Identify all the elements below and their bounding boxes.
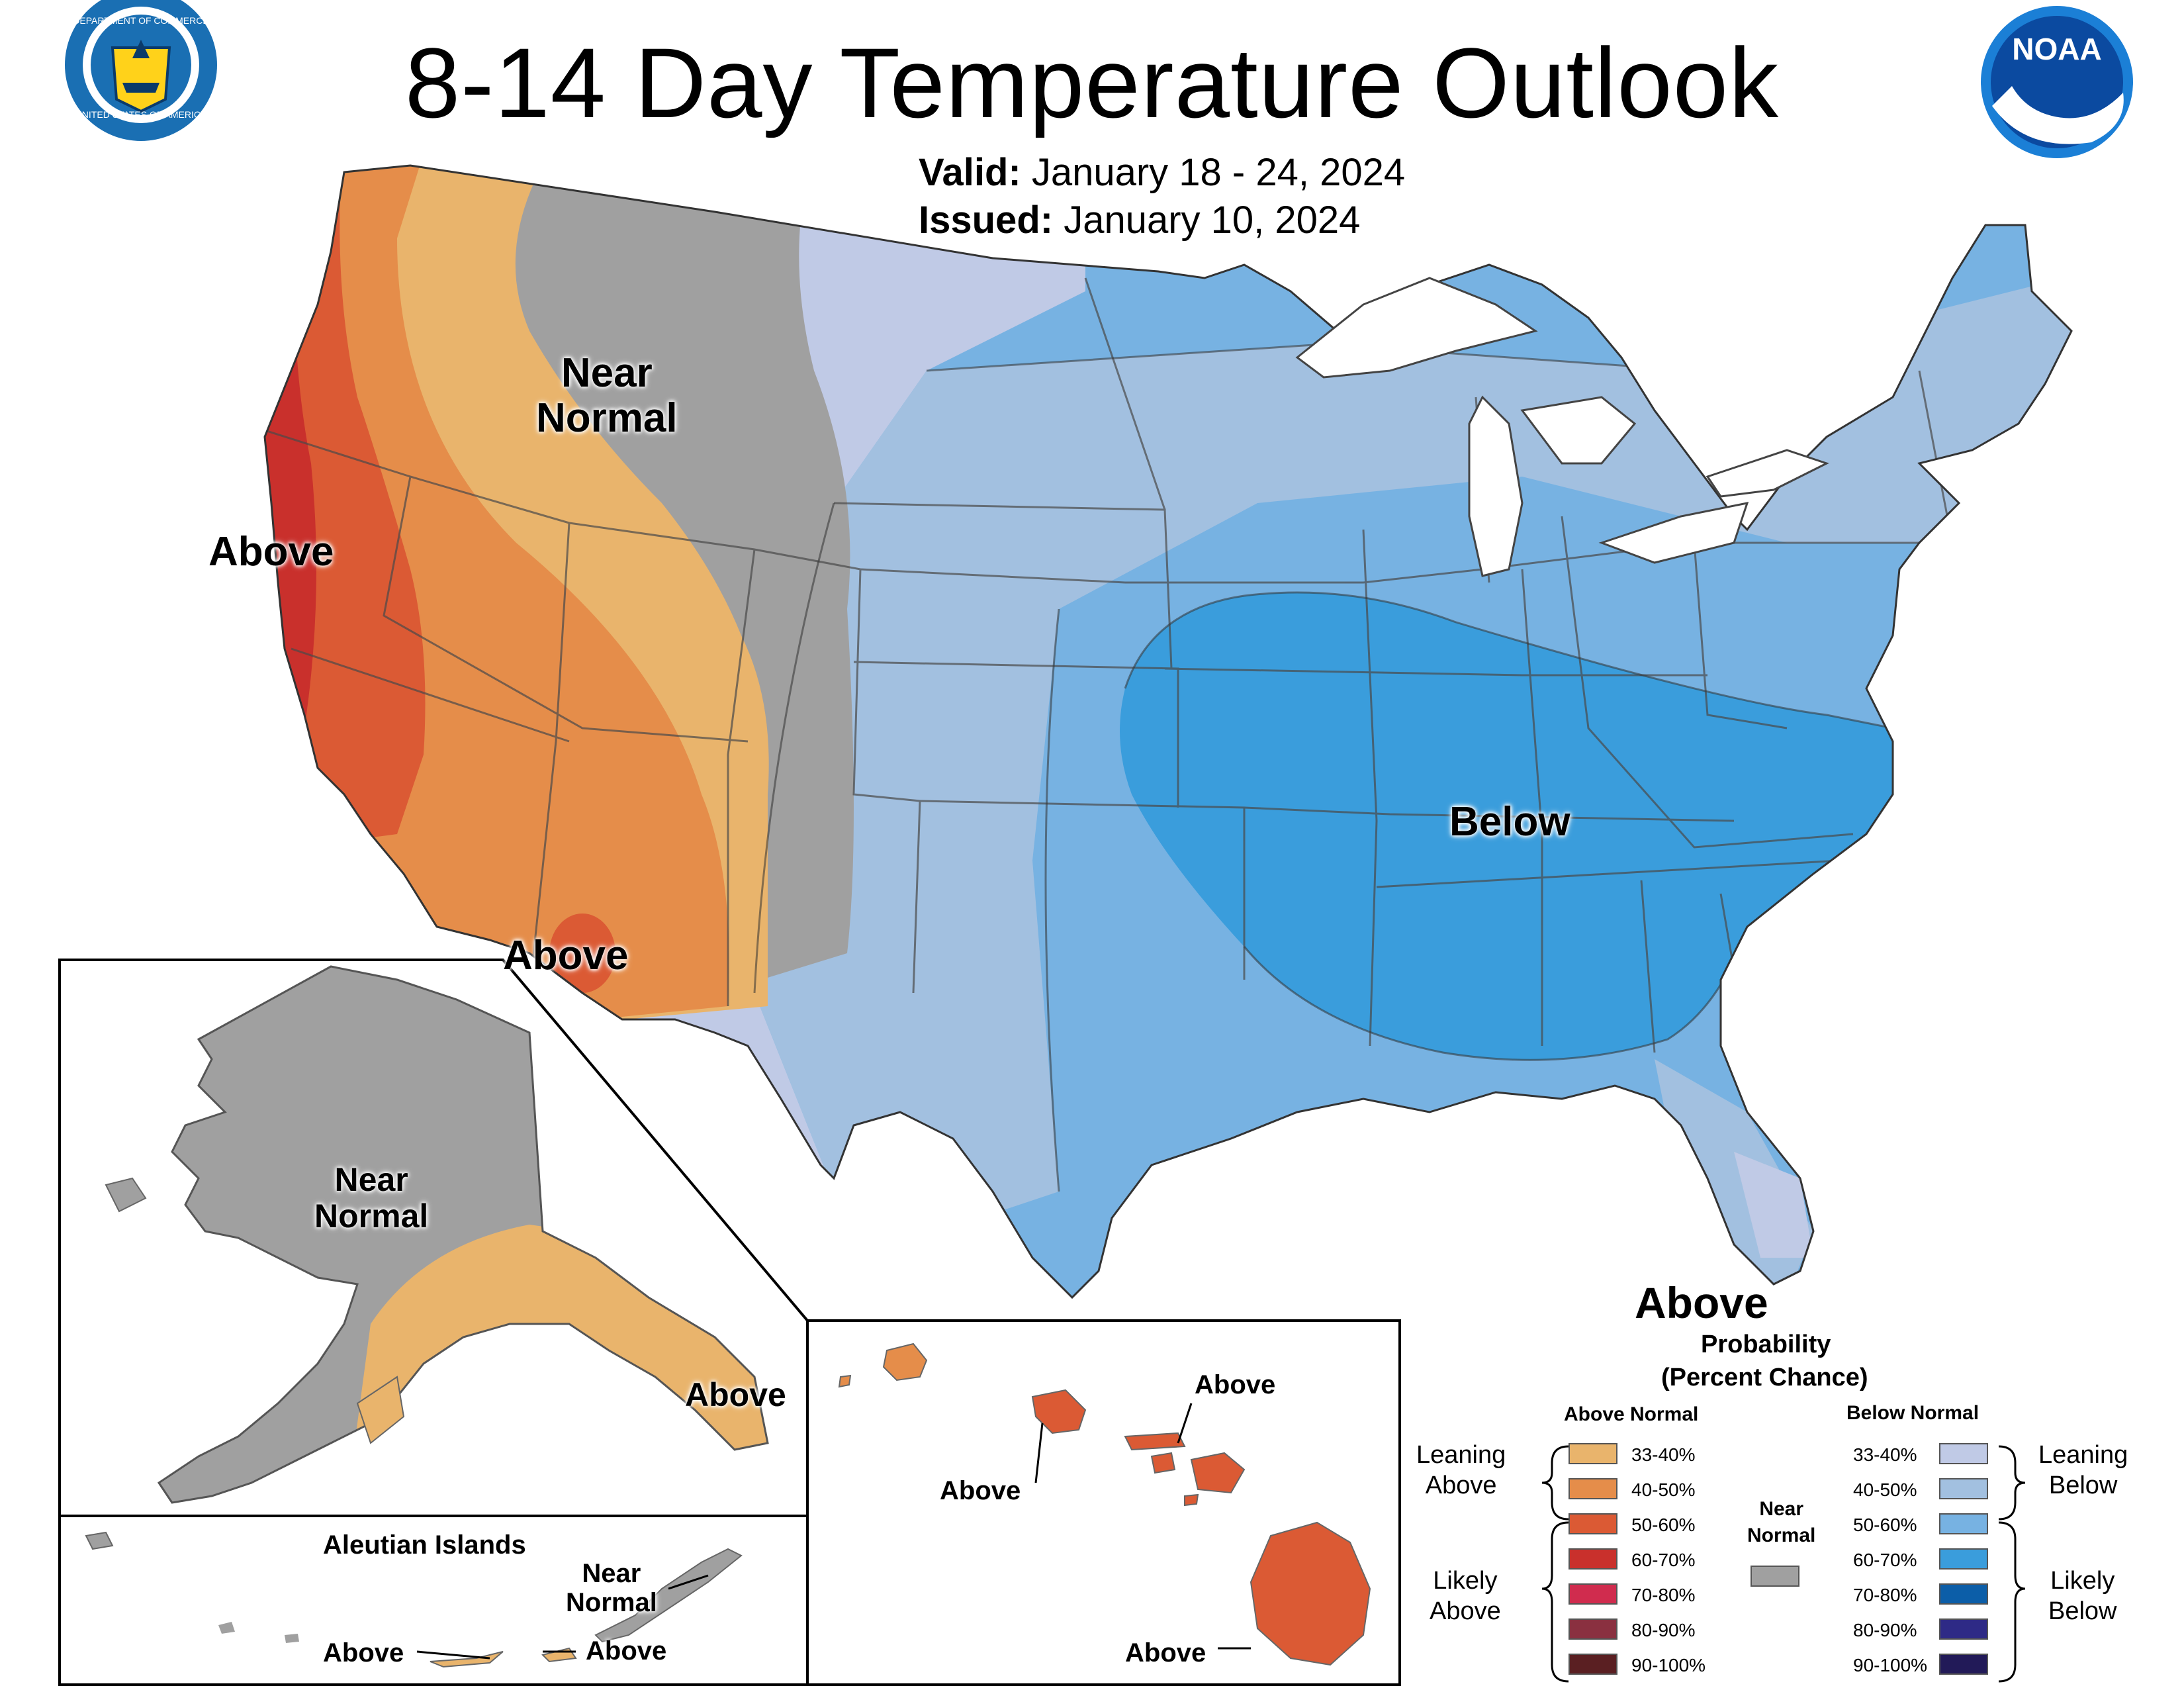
legend-leaning-below: Leaning Below: [2038, 1441, 2128, 1499]
hawaii-above-label-2: Above: [940, 1476, 1021, 1505]
legend-below-swatch: [1939, 1618, 1988, 1640]
aleutian-above-label-2: Above: [586, 1636, 667, 1665]
legend-below-label: 50-60%: [1853, 1515, 1917, 1535]
legend-below-label: 90-100%: [1853, 1655, 1928, 1675]
legend-above-label: 40-50%: [1631, 1479, 1696, 1500]
legend-below-swatch: [1939, 1548, 1988, 1570]
valid-label: Valid:: [919, 151, 1021, 194]
legend-below-swatch: [1939, 1513, 1988, 1534]
legend-above-swatch: [1569, 1654, 1617, 1675]
legend-near-normal-title: Near Normal: [1747, 1498, 1816, 1546]
aleutian-islands-title: Aleutian Islands: [323, 1530, 526, 1560]
alaska-outline: [157, 965, 769, 1504]
st-lawrence-island: [105, 1177, 147, 1213]
noaa-logo-icon: NOAA: [1981, 6, 2133, 158]
legend-below-label: 40-50%: [1853, 1479, 1917, 1500]
issued-date: January 10, 2024: [1064, 199, 1361, 242]
alaska-near-normal-label: Near Normal: [314, 1161, 429, 1235]
valid-issued-block: Valid: January 18 - 24, 2024 Issued: Jan…: [919, 149, 1405, 244]
legend-below-label: 70-80%: [1853, 1585, 1917, 1605]
seal-text-bottom: UNITED STATES OF AMERICA: [75, 109, 207, 120]
legend-below-label: 33-40%: [1853, 1444, 1917, 1465]
kodiak-island: [356, 1376, 405, 1444]
legend-above-swatch: [1569, 1548, 1617, 1570]
hawaii-above-label-1: Above: [1195, 1370, 1276, 1399]
legend-above-label: 70-80%: [1631, 1585, 1696, 1605]
legend-subtitle-2: (Percent Chance): [1661, 1364, 1868, 1391]
legend-below-swatch: [1939, 1583, 1988, 1605]
legend-above-title: Above Normal: [1564, 1403, 1699, 1425]
aleutian-near-normal-label: Near Normal: [566, 1559, 657, 1617]
legend-above-swatch: [1569, 1513, 1617, 1534]
legend-above-swatch: [1569, 1583, 1617, 1605]
legend-below-label: 80-90%: [1853, 1620, 1917, 1640]
aleutian-inset-frame: [58, 1515, 809, 1686]
legend-near-normal-swatch: [1751, 1566, 1799, 1587]
aleutian-above-label-1: Above: [323, 1638, 404, 1667]
legend-below-swatch: [1939, 1478, 1988, 1499]
legend-above-swatch: [1569, 1478, 1617, 1499]
legend-likely-above: Likely Above: [1430, 1567, 1501, 1625]
alaska-above-label: Above: [685, 1376, 786, 1413]
conus-outline: [263, 164, 2073, 1299]
legend-above-swatch: [1569, 1443, 1617, 1464]
legend-above-label: 33-40%: [1631, 1444, 1696, 1465]
conus-below-label: Below: [1449, 799, 1570, 845]
great-lakes: [1295, 277, 1829, 577]
legend-likely-below: Likely Below: [2048, 1567, 2117, 1625]
hawaii-islands: [838, 1342, 1371, 1666]
legend-below-swatch: [1939, 1443, 1988, 1464]
legend-below-label: 60-70%: [1853, 1550, 1917, 1570]
legend-below-title: Below Normal: [1846, 1402, 1979, 1424]
legend-leaning-above: Leaning Above: [1416, 1441, 1506, 1499]
noaa-text: NOAA: [2012, 32, 2101, 66]
legend-above-label: 90-100%: [1631, 1655, 1706, 1675]
legend-subtitle-1: Probability: [1701, 1331, 1831, 1358]
legend-below-swatch: [1939, 1654, 1988, 1675]
seal-text-top: DEPARTMENT OF COMMERCE: [73, 15, 208, 26]
hawaii-above-label-3: Above: [1125, 1638, 1206, 1667]
legend-above-swatch: [1569, 1618, 1617, 1640]
legend-above-label: 60-70%: [1631, 1550, 1696, 1570]
legend-category: Above: [1635, 1278, 1768, 1327]
valid-dates: January 18 - 24, 2024: [1031, 151, 1406, 194]
conus-above-southwest-label: Above: [503, 933, 629, 978]
commerce-seal-icon: DEPARTMENT OF COMMERCE UNITED STATES OF …: [65, 0, 217, 141]
legend-braces: [1541, 1445, 2026, 1683]
page-title: 8-14 Day Temperature Outlook: [404, 27, 1780, 138]
hawaii-leader-lines: [1034, 1403, 1251, 1650]
legend-above-label: 50-60%: [1631, 1515, 1696, 1535]
issued-label: Issued:: [919, 199, 1054, 242]
conus-near-normal-label: Near Normal: [536, 350, 678, 442]
conus-above-west-label: Above: [208, 529, 334, 575]
legend-above-label: 80-90%: [1631, 1620, 1696, 1640]
aleutian-leader-lines: [416, 1574, 709, 1660]
